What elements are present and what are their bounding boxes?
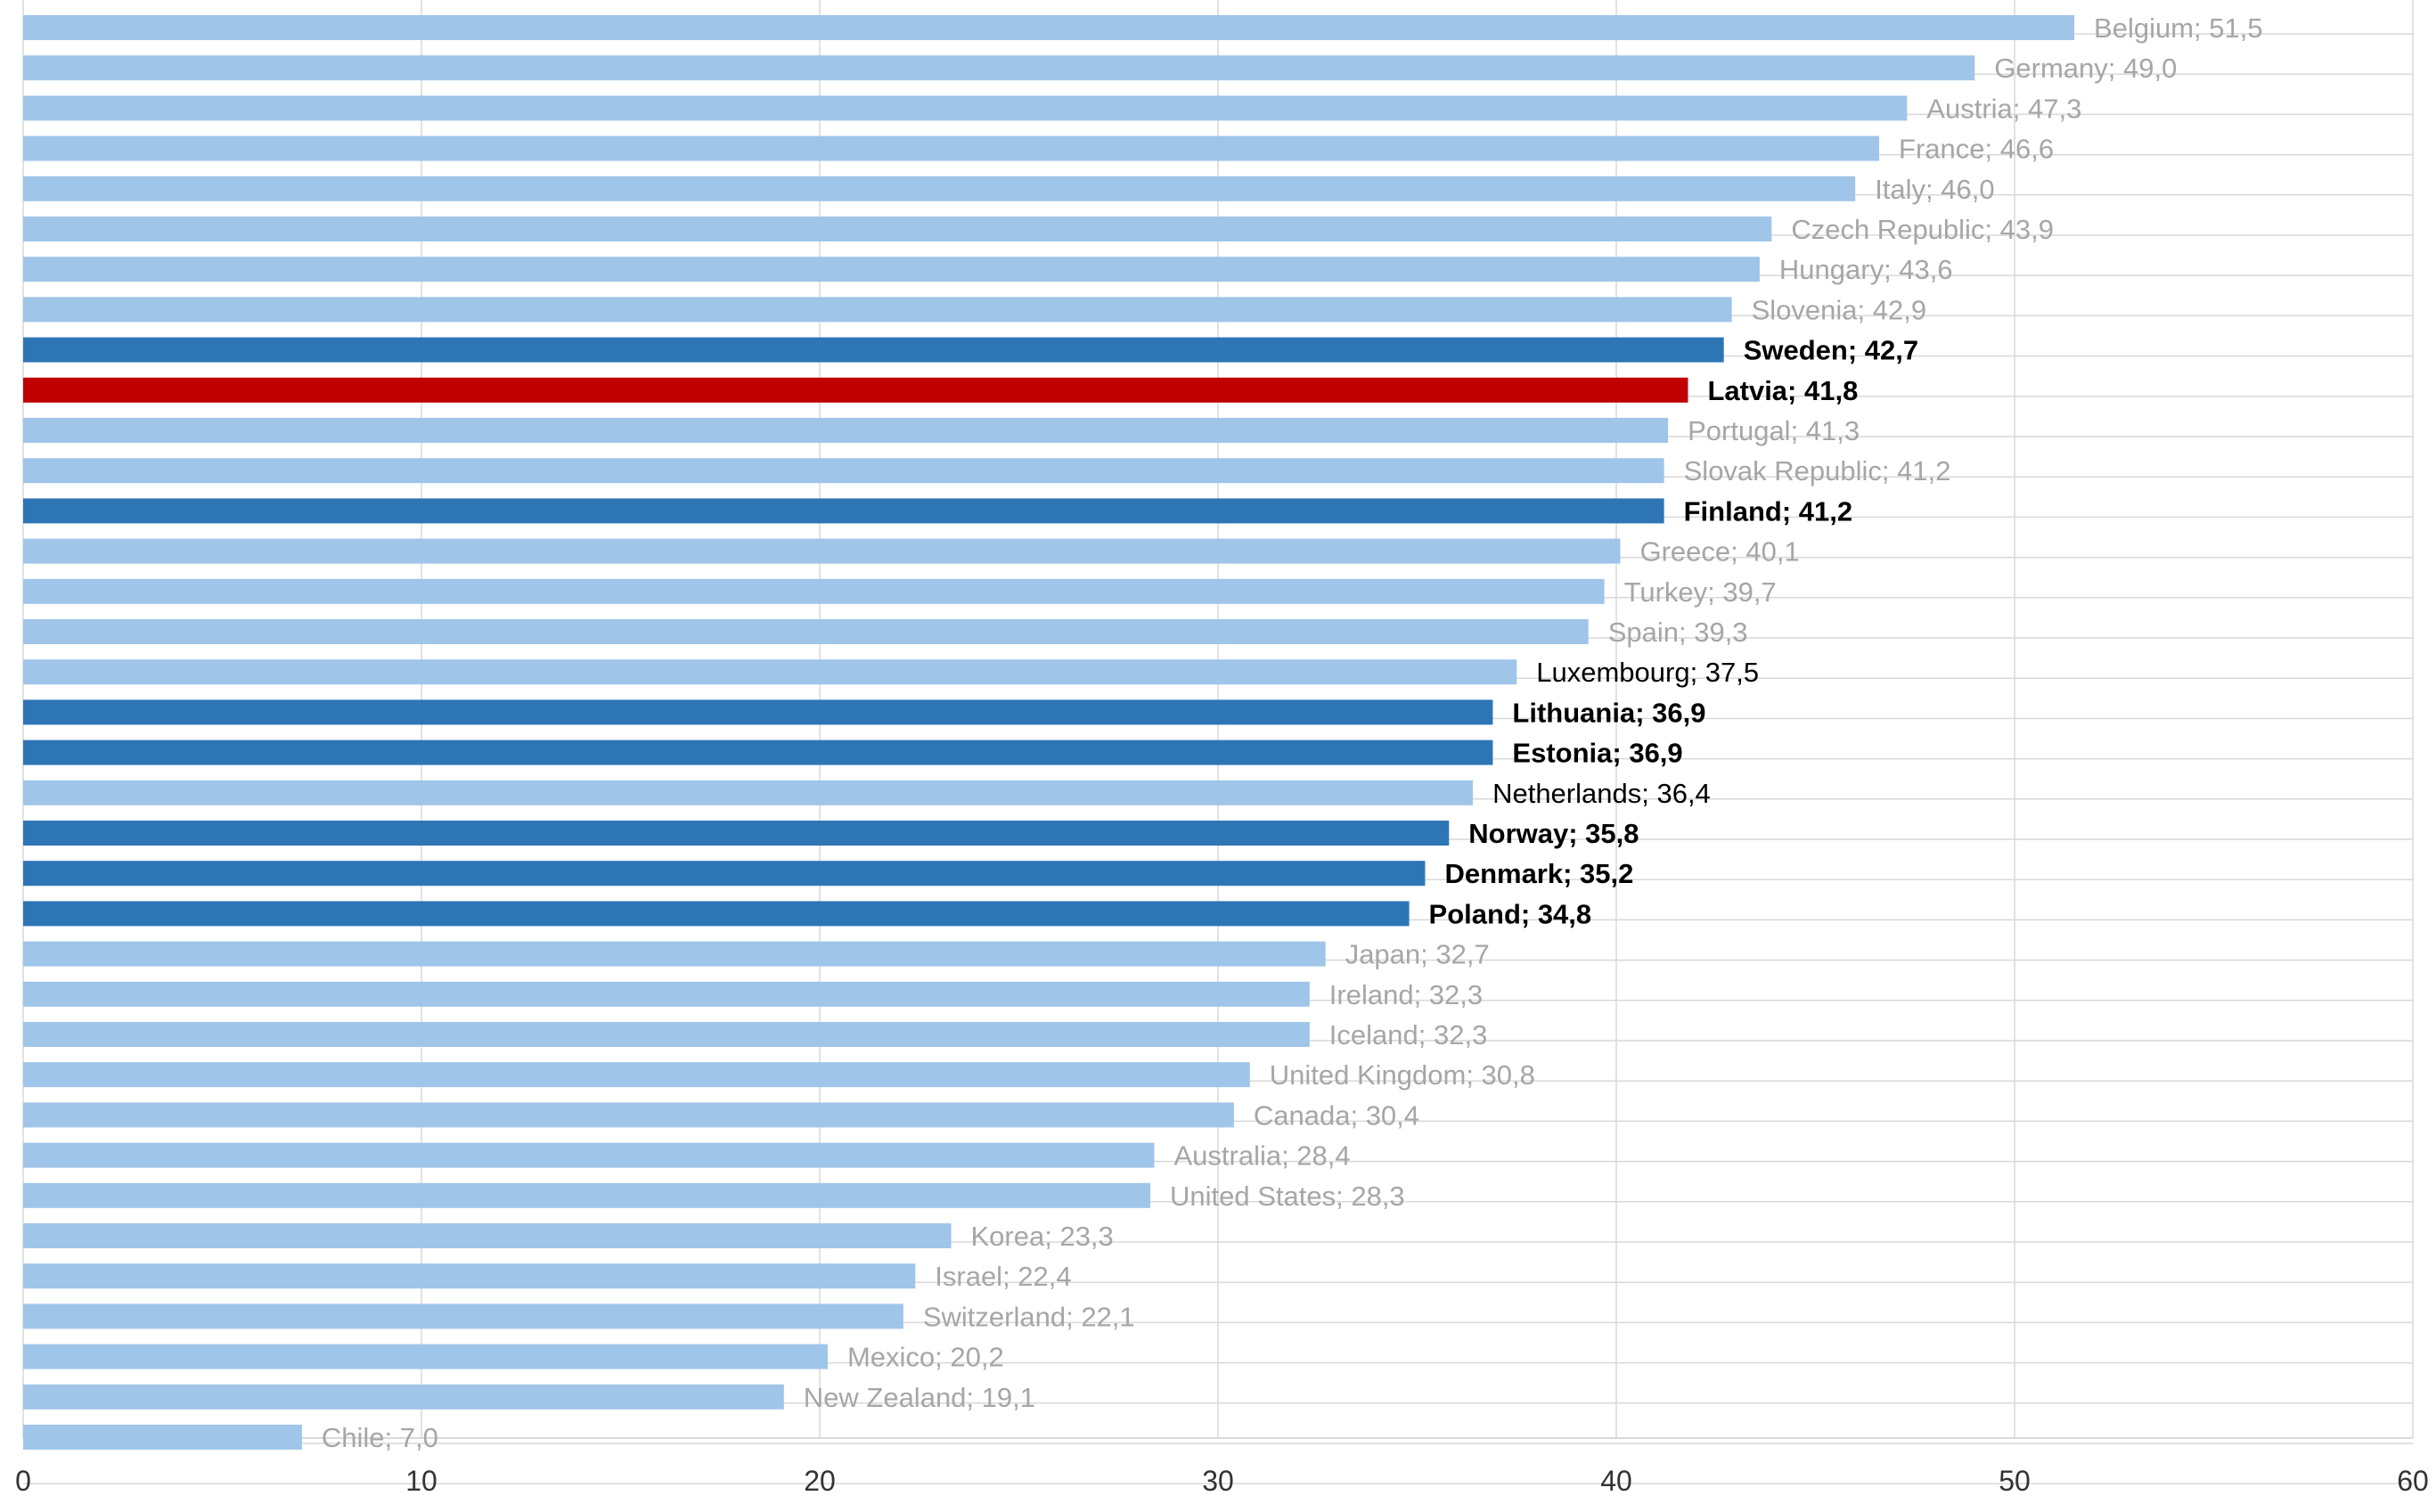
bar-israel xyxy=(23,1263,916,1289)
bar-czech-republic xyxy=(23,217,1772,241)
bar-finland xyxy=(23,498,1664,524)
label-layer: Belgium; 51,5 Germany; 49,0 Austria; 47,3 F… xyxy=(322,12,2263,1453)
bar-label-czech-republic: Czech Republic; 43,9 xyxy=(1791,214,2054,245)
bar-label-slovenia: Slovenia; 42,9 xyxy=(1752,294,1926,325)
bar-slovenia xyxy=(23,297,1732,323)
bar-spain xyxy=(23,619,1589,644)
bar-turkey xyxy=(23,578,1605,604)
bar-label-canada: Canada; 30,4 xyxy=(1254,1099,1419,1131)
bar-label-united-states: United States; 28,3 xyxy=(1170,1181,1405,1212)
bar-portugal xyxy=(23,418,1669,443)
bar-lithuania xyxy=(23,699,1493,725)
bar-norway xyxy=(23,821,1450,846)
bar-label-belgium: Belgium; 51,5 xyxy=(2094,12,2263,44)
bar-label-germany: Germany; 49,0 xyxy=(1994,53,2177,84)
bar-label-greece: Greece; 40,1 xyxy=(1639,536,1799,568)
bar-label-poland: Poland; 34,8 xyxy=(1429,898,1592,929)
bar-label-denmark: Denmark; 35,2 xyxy=(1444,858,1633,889)
bar-label-netherlands: Netherlands; 36,4 xyxy=(1492,778,1711,809)
bar-label-australia: Australia; 28,4 xyxy=(1173,1140,1350,1172)
bar-denmark xyxy=(23,861,1426,887)
bar-label-estonia: Estonia; 36,9 xyxy=(1512,738,1682,769)
bar-label-israel: Israel; 22,4 xyxy=(935,1261,1071,1292)
bar-label-portugal: Portugal; 41,3 xyxy=(1688,415,1860,446)
bar-label-chile: Chile; 7,0 xyxy=(322,1422,438,1453)
bar-new-zealand xyxy=(23,1384,784,1410)
bar-label-lithuania: Lithuania; 36,9 xyxy=(1512,697,1705,728)
bar-belgium xyxy=(23,15,2075,40)
bar-label-mexico: Mexico; 20,2 xyxy=(847,1342,1004,1373)
x-tick-label: 0 xyxy=(15,1465,31,1497)
bar-label-slovak-republic: Slovak Republic; 41,2 xyxy=(1684,455,1951,486)
bar-label-italy: Italy; 46,0 xyxy=(1875,174,1994,205)
bar-germany xyxy=(23,55,1975,81)
bar-switzerland xyxy=(23,1304,903,1329)
x-tick-label: 40 xyxy=(1600,1465,1632,1497)
bar-label-latvia: Latvia; 41,8 xyxy=(1707,375,1858,406)
bar-canada xyxy=(23,1102,1234,1128)
bar-greece xyxy=(23,538,1621,564)
bar-hungary xyxy=(23,257,1760,282)
bar-united-states xyxy=(23,1182,1151,1208)
bar-layer xyxy=(23,15,2075,1450)
bar-label-united-kingdom: United Kingdom; 30,8 xyxy=(1270,1059,1535,1091)
bar-poland xyxy=(23,901,1410,927)
bar-mexico xyxy=(23,1344,828,1369)
bar-netherlands xyxy=(23,780,1474,805)
bar-latvia xyxy=(23,377,1688,403)
bar-label-korea: Korea; 23,3 xyxy=(971,1221,1114,1252)
bar-france xyxy=(23,135,1880,161)
bar-label-sweden: Sweden; 42,7 xyxy=(1744,335,1918,366)
bar-sweden xyxy=(23,337,1724,363)
bar-ireland xyxy=(23,981,1310,1007)
bar-iceland xyxy=(23,1022,1310,1047)
bar-label-luxembourg: Luxembourg; 37,5 xyxy=(1536,657,1759,688)
bar-estonia xyxy=(23,740,1493,765)
bar-australia xyxy=(23,1142,1155,1168)
x-tick-label: 10 xyxy=(405,1465,437,1497)
bar-label-iceland: Iceland; 32,3 xyxy=(1329,1019,1488,1050)
tick-layer: 0 10 20 30 40 50 60 xyxy=(15,1465,2429,1497)
x-tick-label: 20 xyxy=(804,1465,836,1497)
bar-korea xyxy=(23,1223,952,1248)
bar-label-finland: Finland; 41,2 xyxy=(1684,495,1852,527)
bar-united-kingdom xyxy=(23,1062,1250,1088)
bar-label-japan: Japan; 32,7 xyxy=(1345,939,1490,970)
bar-label-new-zealand: New Zealand; 19,1 xyxy=(804,1382,1035,1413)
bar-austria xyxy=(23,95,1908,121)
bar-label-france: France; 46,6 xyxy=(1899,134,2054,165)
x-tick-label: 30 xyxy=(1202,1465,1234,1497)
bar-japan xyxy=(23,941,1326,967)
bar-slovak-republic xyxy=(23,458,1664,484)
bar-label-hungary: Hungary; 43,6 xyxy=(1779,254,1953,285)
bar-label-spain: Spain; 39,3 xyxy=(1608,617,1748,648)
bar-luxembourg xyxy=(23,659,1517,685)
bar-italy xyxy=(23,176,1856,201)
bar-label-austria: Austria; 47,3 xyxy=(1926,93,2081,124)
bar-label-ireland: Ireland; 32,3 xyxy=(1329,979,1483,1010)
bar-label-norway: Norway; 35,8 xyxy=(1468,818,1639,849)
x-tick-label: 50 xyxy=(1999,1465,2031,1497)
x-tick-label: 60 xyxy=(2397,1465,2429,1497)
bar-chile xyxy=(23,1425,302,1450)
bar-label-switzerland: Switzerland; 22,1 xyxy=(923,1301,1135,1332)
bar-label-turkey: Turkey; 39,7 xyxy=(1624,576,1777,608)
